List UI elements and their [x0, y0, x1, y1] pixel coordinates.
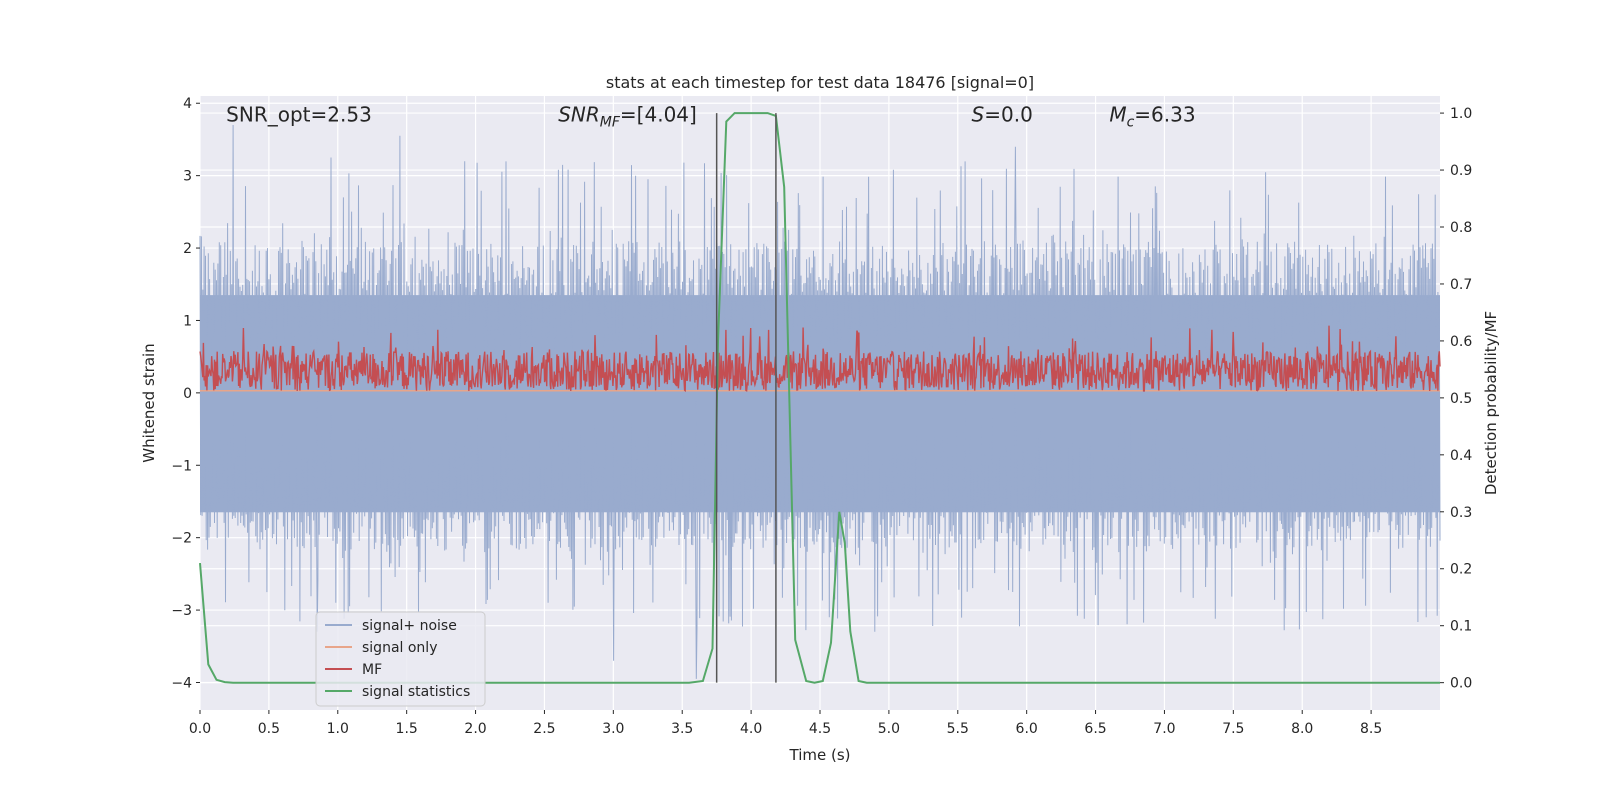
x-axis: 0.0 0.5 1.0 1.5 2.0 2.5 3.0 3.5 4.0 4.5 5.0 5.5 6.0 6… — [189, 710, 1382, 737]
x-tick-label: 1.5 — [396, 721, 418, 737]
y-tick-label: 3 — [183, 169, 192, 185]
x-tick-label: 2.0 — [464, 721, 486, 737]
x-tick-label: 7.0 — [1153, 721, 1175, 737]
y-right-tick-label: 1.0 — [1450, 106, 1472, 122]
annotation: Mc=6.33 — [1109, 102, 1195, 130]
y-tick-label: −4 — [171, 675, 192, 691]
legend: signal+ noise signal only MF signal statist… — [315, 611, 486, 707]
x-tick-label: 1.0 — [327, 721, 349, 737]
x-tick-label: 5.0 — [878, 721, 900, 737]
legend-label: signal+ noise — [362, 618, 457, 634]
y-right-tick-label: 0.0 — [1450, 676, 1472, 692]
y-right-tick-label: 0.4 — [1450, 448, 1472, 464]
x-tick-label: 4.5 — [809, 721, 831, 737]
y-right-tick-label: 0.8 — [1450, 220, 1472, 236]
y-right-tick-label: 0.9 — [1450, 163, 1472, 179]
y-axis-right: 1.0 0.9 0.8 0.7 0.6 0.5 0.4 0.3 0.2 0.1 0.0 — [1440, 106, 1472, 692]
y-axis-label: Whitened strain — [140, 343, 158, 462]
y-tick-label: −3 — [171, 603, 192, 619]
x-tick-label: 0.0 — [189, 721, 211, 737]
legend-label: MF — [362, 662, 382, 678]
vertical-lines — [715, 113, 777, 683]
y-right-tick-label: 0.1 — [1450, 619, 1472, 635]
legend-label: signal statistics — [362, 684, 470, 700]
series-layer — [199, 112, 1441, 684]
y-right-tick-label: 0.7 — [1450, 277, 1472, 293]
x-tick-label: 5.5 — [947, 721, 969, 737]
y-tick-label: −1 — [171, 458, 192, 474]
x-tick-label: 6.5 — [1084, 721, 1106, 737]
y-right-tick-label: 0.6 — [1450, 334, 1472, 350]
y-tick-label: −2 — [171, 531, 192, 547]
x-tick-label: 7.5 — [1222, 721, 1244, 737]
x-axis-label: Time (s) — [789, 746, 851, 764]
legend-box — [315, 611, 486, 707]
x-tick-label: 6.0 — [1016, 721, 1038, 737]
y-right-tick-label: 0.3 — [1450, 505, 1472, 521]
annotations: SNR_opt=2.53 SNRMF=[4.04] S=0.0 Mc=6.33 — [226, 102, 1195, 130]
y-tick-label: 0 — [183, 386, 192, 402]
y-tick-label: 2 — [183, 241, 192, 257]
series-signal-noise — [199, 124, 1441, 679]
y-right-tick-label: 0.2 — [1450, 562, 1472, 578]
y-tick-label: 1 — [183, 313, 192, 329]
y-tick-label: 4 — [183, 96, 192, 112]
series-mf — [199, 325, 1441, 393]
x-tick-label: 0.5 — [258, 721, 280, 737]
x-tick-label: 3.0 — [602, 721, 624, 737]
y-axis-left: 4 3 2 1 0 −1 −2 −3 −4 — [171, 96, 200, 691]
y-axis-right-label: Detection probability/MF — [1482, 311, 1500, 495]
annotation: S=0.0 — [972, 102, 1033, 126]
annotation: SNRMF=[4.04] — [558, 102, 697, 130]
x-tick-label: 8.0 — [1291, 721, 1313, 737]
chart-title: stats at each timestep for test data 184… — [606, 73, 1034, 92]
annotation: SNR_opt=2.53 — [226, 102, 372, 126]
y-right-tick-label: 0.5 — [1450, 391, 1472, 407]
x-tick-label: 3.5 — [671, 721, 693, 737]
legend-label: signal only — [362, 640, 437, 656]
x-tick-label: 2.5 — [533, 721, 555, 737]
x-tick-label: 4.0 — [740, 721, 762, 737]
x-tick-label: 8.5 — [1360, 721, 1382, 737]
